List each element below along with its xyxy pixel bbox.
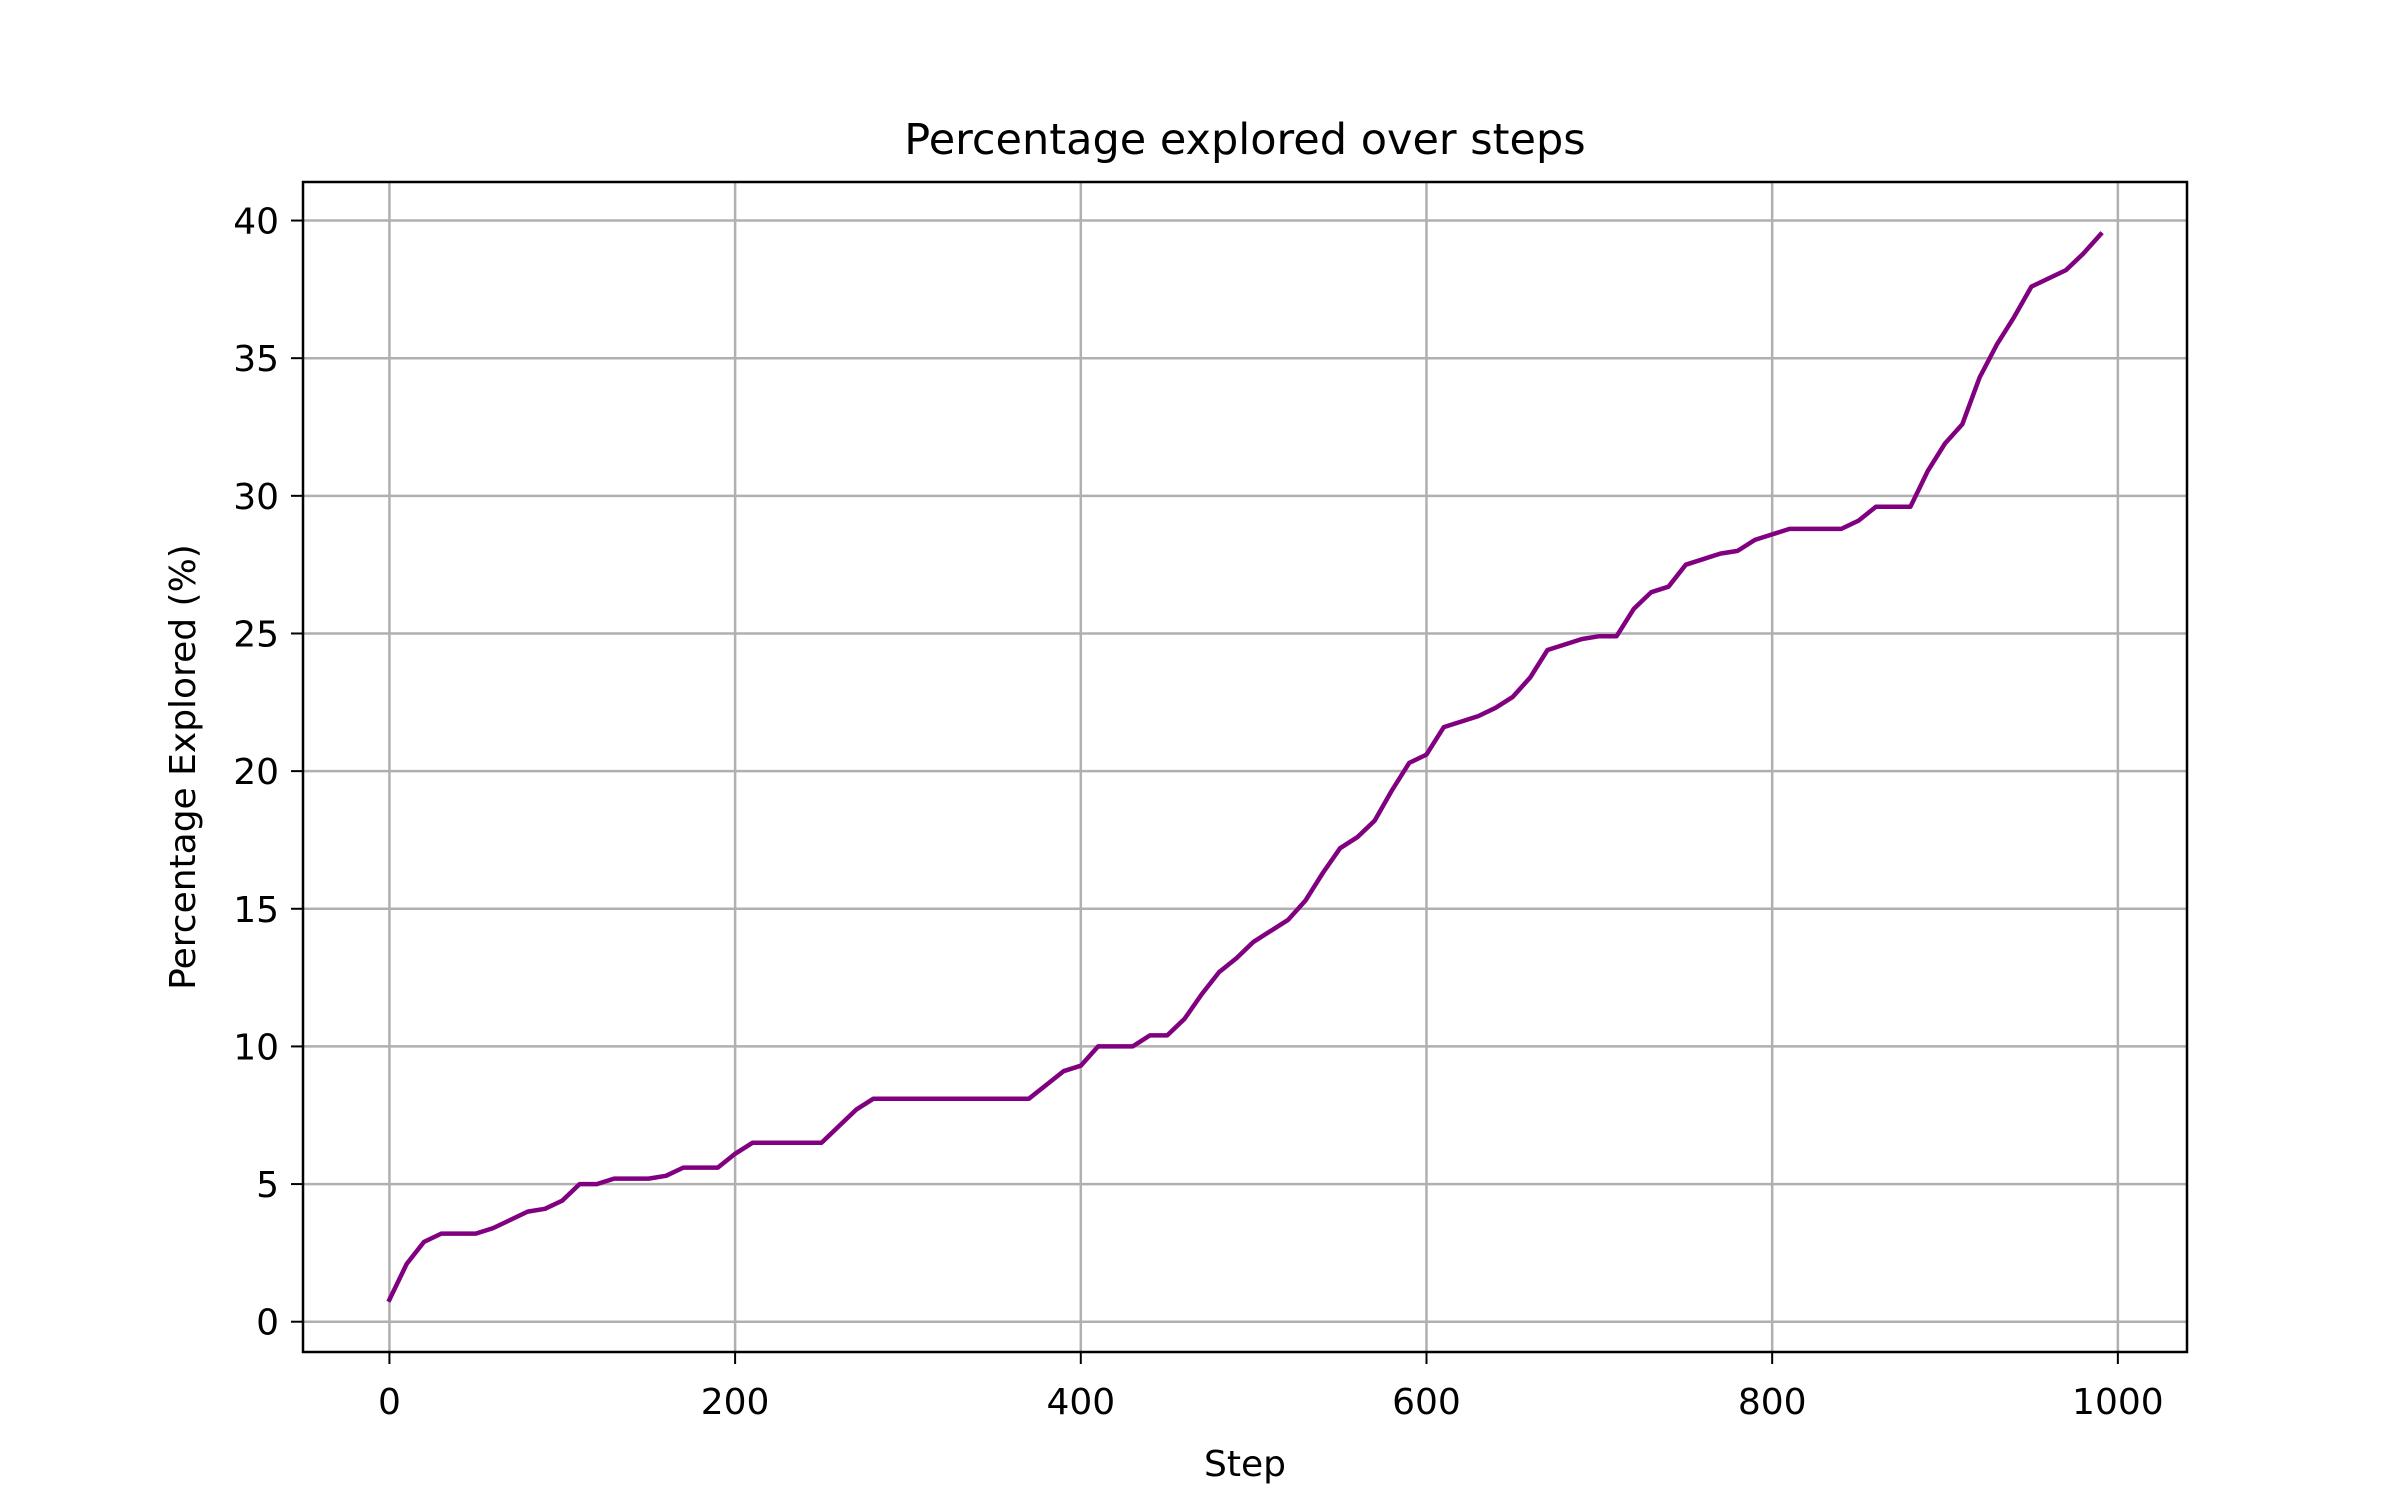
y-tick-label: 30 xyxy=(233,477,279,518)
y-tick-label: 0 xyxy=(256,1303,279,1344)
plot-frame xyxy=(301,180,2189,1354)
x-tick-label: 800 xyxy=(1738,1382,1807,1423)
series-layer xyxy=(386,231,2104,1303)
chart-title: Percentage explored over steps xyxy=(904,115,1585,165)
y-tick-label: 5 xyxy=(256,1165,279,1206)
grid xyxy=(303,182,2187,1352)
x-tick-label: 0 xyxy=(378,1382,401,1423)
y-tick-label: 35 xyxy=(233,339,279,380)
y-tick-label: 25 xyxy=(233,614,279,655)
y-tick-label: 15 xyxy=(233,890,279,931)
x-tick-label: 1000 xyxy=(2072,1382,2164,1423)
y-tick-label: 20 xyxy=(233,752,279,793)
y-tick-label: 10 xyxy=(233,1027,279,1068)
y-axis-title: Percentage Explored (%) xyxy=(163,544,204,990)
x-tick-label: 200 xyxy=(701,1382,770,1423)
y-tick-label: 40 xyxy=(233,202,279,243)
x-axis-title: Step xyxy=(1204,1444,1286,1485)
x-tick-label: 400 xyxy=(1046,1382,1115,1423)
x-tick-label: 600 xyxy=(1392,1382,1461,1423)
ticks: 0 200 400 600 800 1000 0 5 10 15 20 25 30 35 40 xyxy=(233,202,2163,1423)
series-line xyxy=(386,231,2104,1303)
